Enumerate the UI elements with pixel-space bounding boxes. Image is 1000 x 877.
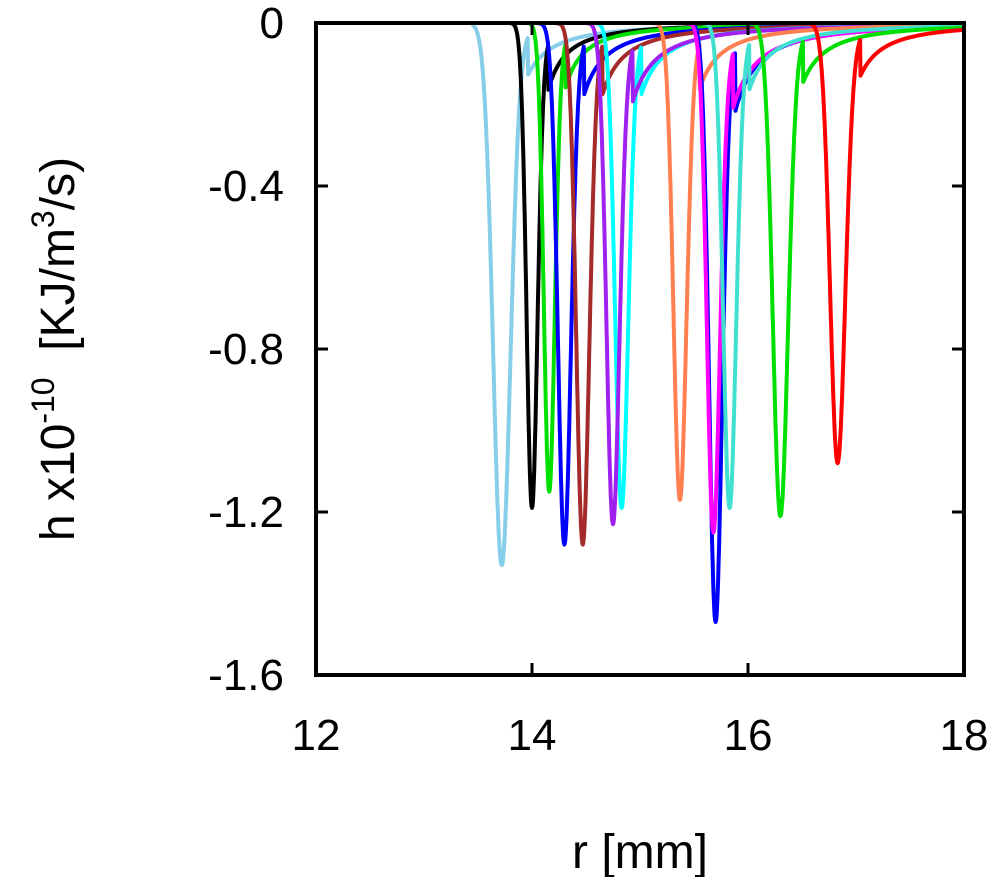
x-tick-label: 18	[940, 711, 989, 760]
y-axis-title-unit-exponent: 3	[25, 210, 61, 228]
series-layer	[470, 23, 964, 624]
series-line-12	[748, 23, 964, 519]
y-tick-label: -1.2	[208, 488, 284, 537]
axes: 12 14 16 18 0 -0.4 -0.8 -1.2 -1.6	[208, 0, 988, 760]
x-axis-title: r [mm]	[572, 826, 708, 877]
series-line-13	[805, 23, 964, 466]
plot-frame	[314, 21, 966, 677]
y-axis-title-unit-close: /s)	[32, 157, 85, 210]
y-tick-label: -1.6	[208, 651, 284, 700]
x-tick-label: 16	[724, 711, 773, 760]
y-axis-title: h x10-10 [KJ/m3/s)	[25, 157, 85, 541]
y-axis-title-prefix: h x10	[32, 424, 85, 541]
y-tick-label: -0.8	[208, 325, 284, 374]
series-line-6	[589, 23, 964, 510]
x-tick-label: 12	[292, 711, 341, 760]
y-tick-label: 0	[260, 0, 284, 48]
y-axis-title-unit: [KJ/m	[32, 228, 85, 377]
series-line-11	[697, 23, 964, 510]
y-tick-label: -0.4	[208, 162, 284, 211]
series-line-8	[648, 23, 964, 502]
y-axis-title-exponent: -10	[25, 377, 61, 423]
x-tick-label: 14	[508, 711, 557, 760]
